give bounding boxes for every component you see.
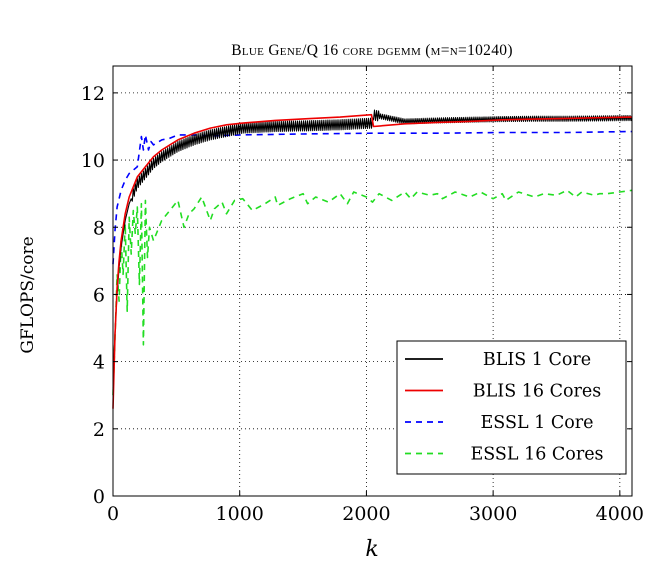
plot-frame: [112, 65, 633, 497]
ticks: 0 1000 2000 3000 4000 0 2 4 6 8 10 12: [81, 66, 644, 525]
x-tick-label: 3000: [469, 503, 517, 525]
legend-box: [396, 340, 627, 475]
legend: BLIS 1 Core BLIS 16 Cores ESSL 1 Core ESSL …: [396, 340, 627, 475]
y-tick-label: 0: [93, 486, 105, 508]
legend-label: BLIS 1 Core: [483, 350, 591, 370]
x-tick-label: 4000: [596, 503, 644, 525]
legend-label: ESSL 1 Core: [481, 413, 594, 433]
x-axis-label: k: [365, 537, 378, 562]
x-tick-label: 0: [107, 503, 119, 525]
series-line-essl-16-cores: [112, 189, 633, 396]
y-tick-label: 8: [93, 217, 105, 239]
y-axis-label: GFLOPS/core: [18, 236, 38, 353]
y-tick-label: 4: [93, 352, 105, 374]
chart-title: Blue Gene/Q 16 core dgemm (m=n=10240): [231, 42, 513, 59]
y-tick-label: 10: [81, 150, 105, 172]
series-line-blis-16-cores: [112, 113, 633, 409]
series-layer: [112, 109, 633, 409]
y-tick-label: 12: [81, 83, 105, 105]
series-line-essl-1-core: [112, 130, 633, 265]
x-tick-label: 2000: [342, 503, 390, 525]
x-tick-label: 1000: [216, 503, 264, 525]
legend-label: ESSL 16 Cores: [470, 445, 603, 465]
legend-label: BLIS 16 Cores: [473, 382, 601, 402]
y-tick-label: 2: [93, 419, 105, 441]
y-tick-label: 6: [93, 284, 105, 306]
